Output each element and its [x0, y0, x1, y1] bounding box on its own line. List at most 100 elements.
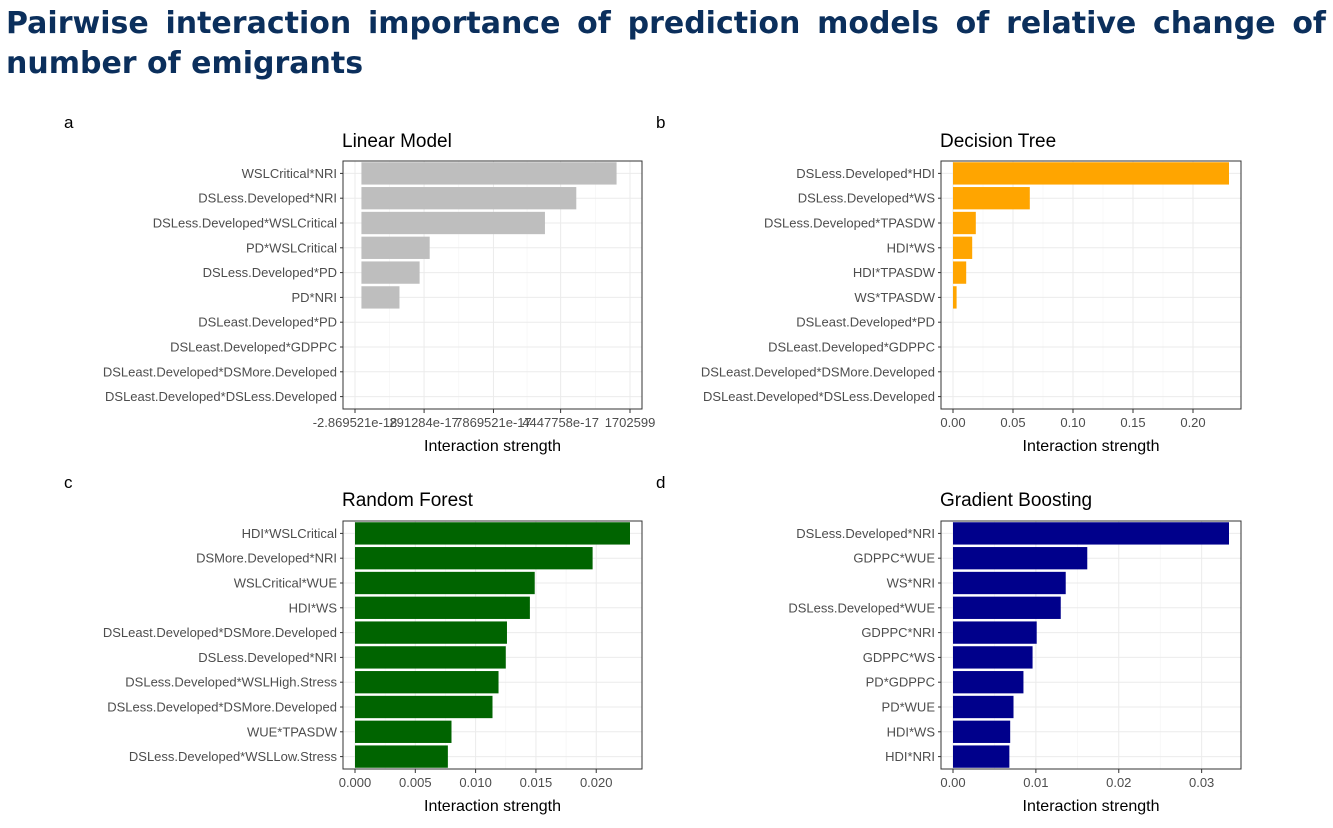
bar — [953, 286, 957, 309]
bar — [953, 261, 967, 284]
y-tick-label: PD*GDPPC — [866, 675, 935, 690]
y-tick-label: DSLeast.Developed*DSLess.Developed — [105, 389, 337, 404]
y-tick-label: DSLeast.Developed*GDPPC — [768, 340, 935, 355]
y-tick-label: WS*NRI — [887, 576, 935, 591]
y-tick-label: GDPPC*NRI — [861, 625, 935, 640]
x-tick-label: 291284e-17 — [389, 415, 458, 430]
x-tick-label: 0.10 — [1060, 415, 1085, 430]
x-axis-label: Interaction strength — [424, 798, 561, 815]
bar — [953, 162, 1229, 185]
chart-title: Linear Model — [342, 131, 452, 152]
y-tick-label: PD*WUE — [882, 700, 936, 715]
y-tick-label: DSLess.Developed*WSLHigh.Stress — [125, 675, 337, 690]
y-tick-label: DSLeast.Developed*DSMore.Developed — [103, 364, 337, 379]
x-tick-label: 0.20 — [1180, 415, 1205, 430]
bar — [361, 261, 420, 284]
bar — [953, 720, 1011, 743]
chart-title: Gradient Boosting — [940, 490, 1092, 511]
bar — [355, 695, 493, 719]
bar — [355, 621, 507, 644]
bar — [355, 646, 506, 669]
y-tick-label: DSLess.Developed*NRI — [198, 650, 337, 665]
y-tick-label: DSLeast.Developed*DSLess.Developed — [703, 389, 935, 404]
chart-panel-c: c Random Forest HDI*WSLCritical DSMore.Deve… — [64, 473, 643, 815]
bar — [953, 211, 976, 235]
x-axis-label: Interaction strength — [424, 438, 561, 455]
bar — [355, 720, 452, 743]
panel-label: a — [64, 113, 74, 132]
y-tick-label: DSLess.Developed*HDI — [796, 166, 935, 181]
y-tick-label: HDI*WSLCritical — [242, 526, 337, 541]
panel-label: c — [64, 473, 73, 492]
y-tick-label: DSLeast.Developed*GDPPC — [170, 340, 337, 355]
y-tick-label: HDI*NRI — [885, 749, 935, 764]
x-tick-label: -2.869521e-18 — [313, 415, 398, 430]
y-tick-label: DSLess.Developed*WSLCritical — [153, 216, 337, 231]
bar — [361, 211, 545, 235]
y-tick-label: WS*TPASDW — [854, 290, 935, 305]
bar — [355, 522, 630, 545]
bar — [953, 621, 1037, 644]
chart-panel-d: d Gradient Boosting DSLess.Developed*NRI GD… — [656, 473, 1242, 815]
x-tick-label: 0.000 — [339, 775, 372, 790]
y-tick-label: DSLess.Developed*WSLLow.Stress — [129, 749, 338, 764]
bar — [953, 187, 1030, 210]
chart-panel-a: a Linear Model WSLCritical*NRI DSLess.Devel… — [64, 113, 655, 455]
x-tick-label: 0.01 — [1023, 775, 1048, 790]
x-tick-label: 0.02 — [1106, 775, 1131, 790]
panel-label: d — [656, 473, 665, 492]
bar — [355, 571, 535, 595]
y-tick-label: PD*WSLCritical — [246, 240, 337, 255]
x-axis-label: Interaction strength — [1023, 438, 1160, 455]
bar — [953, 646, 1033, 669]
bar — [355, 547, 593, 570]
x-tick-label: 7869521e-17 — [455, 415, 532, 430]
chart-title: Decision Tree — [940, 131, 1056, 152]
bar — [953, 236, 973, 259]
bar — [953, 671, 1024, 694]
bar — [953, 522, 1229, 545]
bar — [355, 745, 448, 768]
y-tick-label: DSLeast.Developed*DSMore.Developed — [103, 625, 337, 640]
chart-title: Random Forest — [342, 490, 474, 511]
y-tick-label: HDI*WS — [887, 724, 936, 739]
panel-border — [342, 520, 643, 770]
x-tick-label: 0.015 — [520, 775, 553, 790]
page-title: Pairwise interaction importance of predi… — [6, 6, 1326, 81]
bar — [953, 571, 1066, 595]
x-tick-label: 0.05 — [1000, 415, 1025, 430]
y-tick-label: DSLess.Developed*WUE — [788, 600, 935, 615]
y-tick-label: DSLeast.Developed*PD — [198, 315, 337, 330]
x-axis-label: Interaction strength — [1023, 798, 1160, 815]
y-tick-label: DSLess.Developed*WS — [798, 191, 936, 206]
x-tick-label: 0.15 — [1120, 415, 1145, 430]
y-tick-label: GDPPC*WS — [863, 650, 936, 665]
bar — [361, 286, 400, 309]
bar — [361, 236, 430, 259]
y-tick-label: WSLCritical*NRI — [242, 166, 337, 181]
x-tick-label: 4447758e-17 — [522, 415, 599, 430]
bar — [953, 695, 1014, 719]
y-tick-label: DSLess.Developed*TPASDW — [764, 216, 936, 231]
bar — [355, 596, 530, 619]
x-tick-label: 0.020 — [580, 775, 613, 790]
panel-border — [940, 160, 1242, 410]
y-tick-label: DSLess.Developed*NRI — [198, 191, 337, 206]
chart-panel-b: b Decision Tree DSLess.Developed*HDI DSLess… — [656, 113, 1242, 455]
x-tick-label: 0.00 — [940, 415, 965, 430]
y-tick-label: GDPPC*WUE — [853, 551, 935, 566]
bar — [361, 187, 577, 210]
bar — [361, 162, 617, 185]
y-tick-label: HDI*WS — [289, 600, 338, 615]
y-tick-label: DSLess.Developed*DSMore.Developed — [107, 700, 337, 715]
x-tick-label: 0.010 — [459, 775, 492, 790]
x-tick-label: 1702599 — [605, 415, 656, 430]
y-tick-label: WUE*TPASDW — [247, 724, 338, 739]
y-tick-label: DSLess.Developed*PD — [203, 265, 337, 280]
x-tick-label: 0.005 — [399, 775, 432, 790]
bar — [953, 596, 1061, 619]
panel-label: b — [656, 113, 665, 132]
y-tick-label: WSLCritical*WUE — [234, 576, 338, 591]
y-tick-label: DSLess.Developed*NRI — [796, 526, 935, 541]
